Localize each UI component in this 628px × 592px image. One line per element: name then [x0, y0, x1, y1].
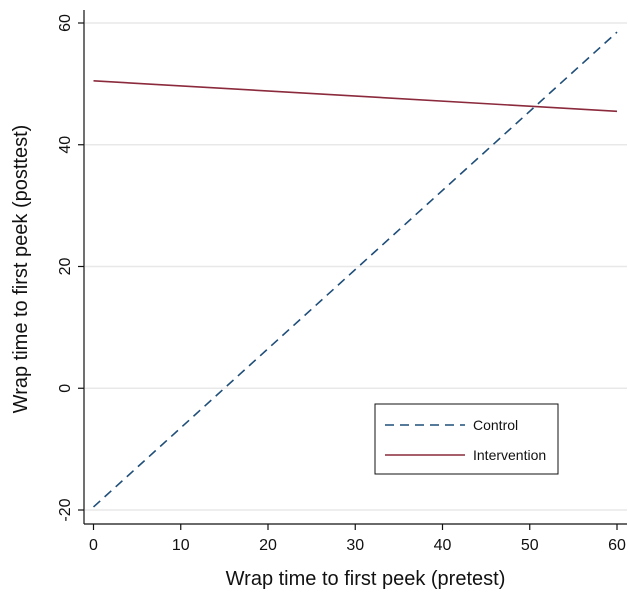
legend: Control Intervention	[374, 403, 559, 475]
series-line-intervention	[93, 80, 618, 113]
legend-label-intervention: Intervention	[473, 447, 546, 463]
x-tick-label-20: 20	[259, 537, 277, 554]
x-tick-label-0: 0	[89, 537, 98, 554]
series-line-control	[92, 31, 618, 508]
x-tick-label-60: 60	[608, 537, 626, 554]
x-tick-label-10: 10	[172, 537, 190, 554]
y-tick-label--20: -20	[57, 498, 74, 521]
x-tick-label-30: 30	[346, 537, 364, 554]
y-tick-label-0: 0	[57, 384, 74, 393]
x-axis-title: Wrap time to first peek (pretest)	[226, 568, 506, 590]
legend-label-control: Control	[473, 417, 518, 433]
series-lines	[92, 31, 618, 508]
y-axis-ticks: -20 0 20 40 60	[57, 14, 84, 522]
x-tick-label-40: 40	[434, 537, 452, 554]
y-tick-label-40: 40	[57, 136, 74, 154]
grid-lines	[85, 22, 627, 511]
y-tick-label-60: 60	[57, 14, 74, 32]
y-axis-title: Wrap time to first peek (posttest)	[10, 125, 32, 414]
y-tick-label-20: 20	[57, 258, 74, 276]
x-axis-ticks: 0 10 20 30 40 50 60	[89, 524, 626, 554]
legend-box	[374, 403, 559, 475]
x-tick-label-50: 50	[521, 537, 539, 554]
